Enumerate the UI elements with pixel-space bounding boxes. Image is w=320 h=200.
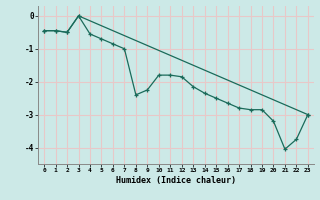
- X-axis label: Humidex (Indice chaleur): Humidex (Indice chaleur): [116, 176, 236, 185]
